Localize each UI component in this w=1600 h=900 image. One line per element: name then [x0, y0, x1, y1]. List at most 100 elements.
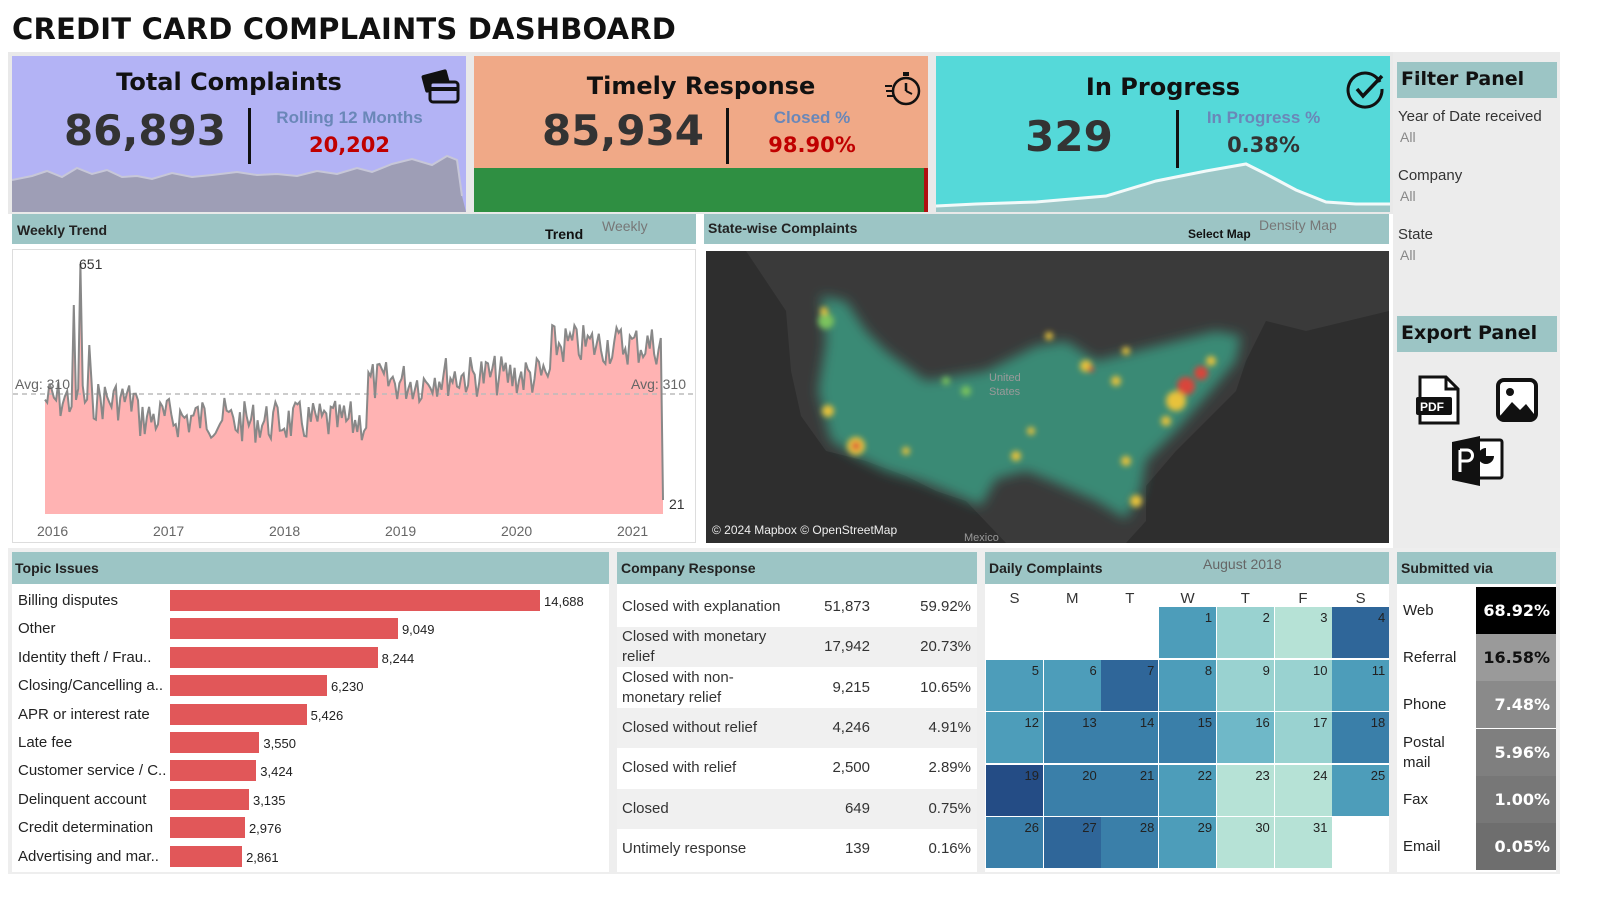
- calendar-day-cell[interactable]: 2: [1216, 607, 1274, 658]
- topic-row[interactable]: Late fee 3,550: [18, 732, 603, 754]
- kpi-progress-sublabel: In Progress %: [1206, 108, 1321, 127]
- calendar-day-cell[interactable]: 13: [1043, 712, 1101, 764]
- calendar-day-cell[interactable]: 22: [1159, 764, 1217, 816]
- topic-bar[interactable]: [170, 646, 378, 668]
- topic-bar[interactable]: [170, 618, 398, 640]
- topic-bar[interactable]: [170, 590, 540, 611]
- calendar-day-cell[interactable]: 7: [1101, 659, 1159, 711]
- year-tick-2020: 2020: [501, 523, 533, 539]
- topic-row[interactable]: Billing disputes 14,688: [18, 590, 603, 612]
- topic-value: 9,049: [401, 622, 435, 638]
- calendar-day-cell[interactable]: 12: [986, 712, 1043, 764]
- topic-row[interactable]: Credit determination 2,976: [18, 817, 603, 839]
- topic-row[interactable]: APR or interest rate 5,426: [18, 703, 603, 726]
- pdf-export-icon[interactable]: PDF: [1416, 375, 1460, 430]
- topic-label: Billing disputes: [18, 592, 119, 609]
- company-response-row[interactable]: Closed with monetary relief 17,942 20.73%: [617, 627, 977, 668]
- calendar-day-cell[interactable]: 31: [1274, 817, 1332, 869]
- topic-label: Other: [18, 620, 56, 638]
- kpi-timely-response[interactable]: Timely Response 85,934 Closed % 98.90%: [474, 56, 928, 212]
- calendar-day-cell[interactable]: 20: [1043, 764, 1101, 816]
- pdf-icon-label: PDF: [1420, 400, 1444, 414]
- calendar-day-cell[interactable]: 28: [1101, 817, 1159, 869]
- topic-bar[interactable]: [170, 817, 245, 839]
- calendar-day-cell[interactable]: 19: [986, 764, 1043, 816]
- topic-bar[interactable]: [170, 732, 260, 753]
- filter-company-dropdown[interactable]: All: [1400, 188, 1416, 204]
- submitted-channel-value[interactable]: 7.48%: [1476, 681, 1556, 729]
- calendar-day-cell[interactable]: 21: [1101, 764, 1159, 816]
- topic-row[interactable]: Identity theft / Frau.. 8,244: [18, 646, 603, 669]
- topic-row[interactable]: Other 9,049: [18, 618, 603, 640]
- topic-row[interactable]: Closing/Cancelling a.. 6,230: [18, 675, 603, 697]
- topic-bar[interactable]: [170, 788, 249, 810]
- submitted-channel-value[interactable]: 16.58%: [1476, 634, 1556, 682]
- calendar-day-cell[interactable]: 5: [986, 659, 1043, 711]
- submitted-channel-value[interactable]: 1.00%: [1476, 775, 1556, 823]
- state-map-header: State-wise Complaints Select Map Density…: [704, 214, 1389, 244]
- calendar-day-cell[interactable]: 3: [1274, 607, 1332, 658]
- company-response-row[interactable]: Untimely response 139 0.16%: [617, 829, 977, 869]
- map-svg: United States Mexico: [706, 251, 1389, 543]
- calendar-day-cell[interactable]: 15: [1159, 712, 1217, 764]
- weekly-trend-chart[interactable]: Avg: 310 Avg: 310 651 21 2016 2017 2018 …: [12, 249, 697, 543]
- filter-year-dropdown[interactable]: All: [1400, 129, 1416, 145]
- company-response-title: Company Response: [621, 560, 756, 576]
- calendar-day-cell[interactable]: 14: [1101, 712, 1159, 764]
- response-count: 649: [844, 799, 870, 817]
- submitted-channel-value[interactable]: 5.96%: [1476, 728, 1556, 776]
- calendar-day-cell[interactable]: 4: [1332, 607, 1390, 658]
- kpi-total-title: Total Complaints: [116, 68, 342, 96]
- topic-bar[interactable]: [170, 703, 307, 725]
- calendar-day-number: 25: [1370, 767, 1386, 783]
- calendar-day-cell[interactable]: 23: [1216, 764, 1274, 816]
- calendar-day-cell[interactable]: 18: [1332, 712, 1390, 764]
- submitted-channel-value[interactable]: 68.92%: [1476, 587, 1556, 634]
- map-attribution[interactable]: © 2024 Mapbox © OpenStreetMap: [712, 523, 898, 537]
- calendar-day-cell[interactable]: 9: [1216, 659, 1274, 711]
- calendar-day-cell[interactable]: 8: [1159, 659, 1217, 711]
- company-response-row[interactable]: Closed with explanation 51,873 59.92%: [617, 587, 977, 627]
- kpi-timely-title: Timely Response: [586, 72, 816, 100]
- company-response-row[interactable]: Closed 649 0.75%: [617, 788, 977, 829]
- kpi-progress-subvalue: 0.38%: [1227, 133, 1300, 157]
- month-selector[interactable]: August 2018: [1203, 556, 1282, 572]
- topic-bar[interactable]: [170, 760, 257, 782]
- calendar-day-cell[interactable]: 25: [1332, 764, 1390, 816]
- calendar-day-cell[interactable]: 24: [1274, 764, 1332, 816]
- calendar-day-cell[interactable]: 29: [1159, 817, 1217, 869]
- response-count: 139: [844, 839, 870, 857]
- topic-row[interactable]: Advertising and mar.. 2,861: [18, 845, 603, 868]
- calendar-day-cell[interactable]: 1: [1159, 607, 1217, 658]
- calendar-day-number: 14: [1139, 715, 1155, 731]
- topic-row[interactable]: Delinquent account 3,135: [18, 788, 603, 811]
- calendar-day-cell[interactable]: 27: [1043, 817, 1101, 869]
- map-type-selector[interactable]: Density Map: [1259, 217, 1337, 233]
- response-percent: 2.89%: [928, 759, 971, 777]
- powerpoint-export-icon[interactable]: [1452, 436, 1504, 491]
- calendar-day-cell[interactable]: 30: [1216, 817, 1274, 869]
- kpi-in-progress[interactable]: In Progress 329 In Progress % 0.38%: [936, 56, 1390, 212]
- topic-bar[interactable]: [170, 845, 243, 867]
- calendar-day-cell[interactable]: 6: [1043, 659, 1101, 711]
- calendar-day-cell[interactable]: 26: [986, 817, 1043, 869]
- filter-state-dropdown[interactable]: All: [1400, 247, 1416, 263]
- calendar-day-number: 26: [1024, 820, 1039, 836]
- kpi-timely-subvalue: 98.90%: [768, 133, 856, 157]
- submitted-channel-value[interactable]: 0.05%: [1476, 823, 1556, 870]
- topic-bar[interactable]: [170, 675, 327, 697]
- density-map[interactable]: United States Mexico © 2024 Mapbox © Ope…: [706, 251, 1389, 543]
- calendar-day-cell[interactable]: 17: [1274, 712, 1332, 764]
- company-response-row[interactable]: Closed with non-monetary relief 9,215 10.6…: [617, 668, 977, 708]
- calendar-day-cell[interactable]: 11: [1332, 659, 1390, 711]
- topic-row[interactable]: Customer service / C.. 3,424: [18, 760, 603, 782]
- calendar-day-cell[interactable]: 10: [1274, 659, 1332, 711]
- trend-selector[interactable]: Weekly: [602, 218, 648, 234]
- dashboard-title: CREDIT CARD COMPLAINTS DASHBOARD: [12, 12, 677, 46]
- image-export-icon[interactable]: [1496, 378, 1538, 427]
- company-response-row[interactable]: Closed with relief 2,500 2.89%: [617, 748, 977, 788]
- calendar-day-number: 16: [1255, 715, 1270, 731]
- kpi-total-complaints[interactable]: Total Complaints 86,893 Rolling 12 Month…: [12, 56, 466, 212]
- calendar-day-cell[interactable]: 16: [1216, 712, 1274, 764]
- company-response-row[interactable]: Closed without relief 4,246 4.91%: [617, 707, 977, 748]
